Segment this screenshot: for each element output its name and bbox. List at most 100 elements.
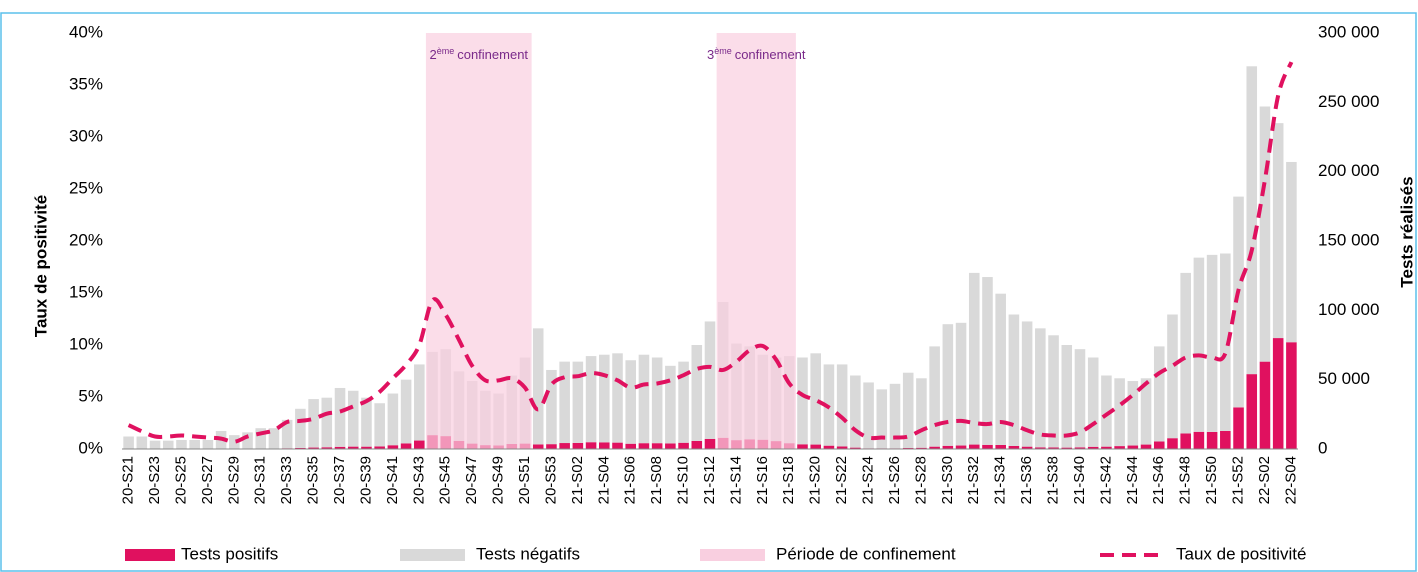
x-tick-label: 21-S52: [1230, 456, 1247, 504]
bar: [295, 447, 306, 449]
period-label-num: 3: [707, 47, 714, 62]
bar: [255, 428, 267, 449]
bar: [242, 432, 253, 449]
x-tick-label: 21-S18: [780, 456, 797, 504]
y-tick-label: 10%: [69, 334, 103, 353]
bar: [1220, 430, 1231, 449]
y2-tick-label: 150 000: [1318, 230, 1379, 249]
bar: [1140, 378, 1152, 445]
period-label-text: confinement: [457, 47, 528, 62]
bar: [1286, 342, 1297, 449]
bar: [1193, 257, 1205, 432]
bar: [665, 365, 676, 444]
x-tick-label: 21-S04: [595, 456, 612, 504]
period-label: 2ème confinement: [429, 46, 528, 62]
x-tick-label: 21-S38: [1045, 456, 1062, 504]
bar: [1286, 161, 1297, 343]
x-tick-label: 20-S21: [120, 456, 137, 504]
bar: [1008, 314, 1020, 446]
bar: [955, 445, 967, 449]
bar: [876, 389, 888, 449]
bar: [1114, 446, 1125, 449]
bar: [1167, 438, 1178, 449]
x-tick-label: 20-S53: [542, 456, 559, 504]
frame: [0, 12, 1417, 572]
bar: [189, 439, 200, 449]
x-tick-label: 20-S29: [225, 456, 242, 504]
bar: [916, 447, 927, 449]
y2-axis-title: Tests réalisés: [1397, 176, 1416, 287]
bar: [532, 444, 544, 449]
x-tick-label: 20-S39: [357, 456, 374, 504]
bar: [1272, 123, 1284, 339]
legend-swatch: [400, 549, 465, 561]
bar: [704, 438, 716, 449]
bar: [1008, 445, 1020, 449]
bar: [1061, 447, 1073, 449]
bar: [1101, 375, 1112, 447]
legend-label: Taux de positivité: [1176, 544, 1306, 563]
bar: [387, 393, 399, 446]
x-tick-label: 21-S10: [675, 456, 692, 504]
x-tick-label: 21-S06: [622, 456, 639, 504]
bar: [982, 444, 993, 449]
y2-tick-label: 100 000: [1318, 300, 1379, 319]
x-tick-label: 21-S12: [701, 456, 718, 504]
bar: [995, 293, 1006, 445]
bar: [585, 356, 597, 443]
bar: [995, 444, 1006, 449]
x-tick-label: 21-S28: [912, 456, 929, 504]
bar: [968, 444, 980, 449]
bar: [1087, 357, 1099, 447]
bar: [308, 399, 319, 448]
bar: [1101, 446, 1112, 449]
x-tick-label: 20-S25: [172, 456, 189, 504]
bar: [1140, 444, 1152, 449]
bar: [1061, 345, 1073, 448]
bar: [797, 357, 808, 445]
bar: [1048, 335, 1059, 448]
bar: [1127, 381, 1139, 446]
x-tick-label: 21-S34: [992, 456, 1009, 504]
x-tick-label: 21-S40: [1071, 456, 1088, 504]
bar: [321, 397, 333, 448]
bar: [1246, 66, 1258, 375]
bar: [1087, 446, 1099, 449]
bar: [1074, 349, 1086, 448]
bar: [308, 447, 319, 449]
bar: [1114, 378, 1125, 447]
bar: [678, 361, 689, 443]
bar: [850, 447, 861, 449]
bar: [559, 361, 570, 444]
bar: [863, 382, 874, 449]
confinement-period: [716, 33, 796, 449]
x-tick-label: 20-S49: [490, 456, 507, 504]
x-tick-label: 21-S08: [648, 456, 665, 504]
bar: [612, 353, 623, 443]
bar: [546, 369, 557, 445]
bar: [1246, 374, 1258, 449]
bar: [281, 419, 293, 449]
x-tick-label: 21-S50: [1203, 456, 1220, 504]
bar: [599, 354, 610, 443]
bar: [334, 387, 346, 447]
bar: [1180, 272, 1191, 434]
x-tick-label: 20-S37: [331, 456, 348, 504]
y2-tick-label: 250 000: [1318, 92, 1379, 111]
y2-tick-label: 200 000: [1318, 161, 1379, 180]
bar: [704, 321, 716, 439]
y-tick-label: 20%: [69, 230, 103, 249]
bar: [1220, 253, 1231, 431]
y2-tick-label: 0: [1318, 438, 1327, 457]
legend-label: Tests positifs: [181, 544, 278, 563]
y2-tick-label: 300 000: [1318, 22, 1379, 41]
bar: [559, 443, 570, 449]
x-tick-label: 20-S23: [146, 456, 163, 504]
bar: [123, 436, 134, 449]
bar: [691, 345, 703, 441]
bar: [797, 444, 808, 449]
x-tick-label: 20-S47: [463, 456, 480, 504]
x-tick-label: 20-S51: [516, 456, 533, 504]
x-tick-label: 21-S24: [860, 456, 877, 504]
